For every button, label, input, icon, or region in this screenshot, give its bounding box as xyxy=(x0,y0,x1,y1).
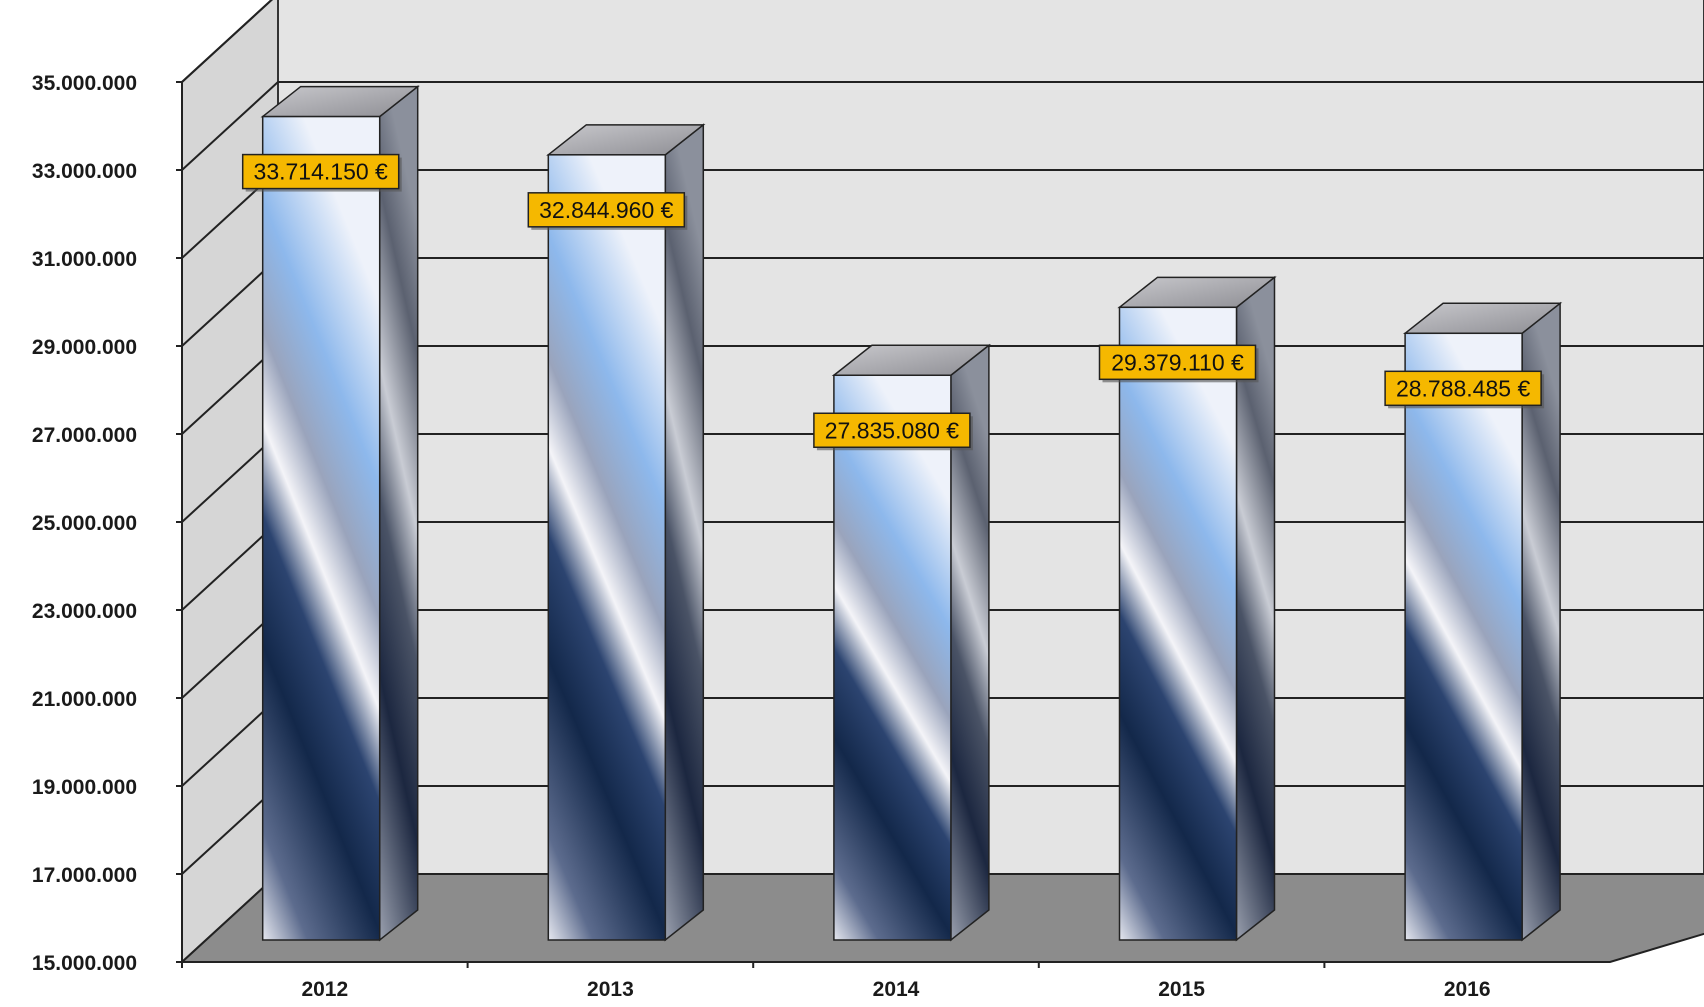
x-axis: 2012 2013 2014 2015 2016 xyxy=(181,961,1610,1001)
data-label-box xyxy=(241,153,400,190)
x-tick-label: 2014 xyxy=(873,978,920,1001)
bars xyxy=(260,85,1563,942)
y-tick-label: 23.000.000 xyxy=(32,600,137,623)
bar xyxy=(1404,332,1523,941)
bar xyxy=(1118,306,1238,941)
y-axis: 15.000.000 17.000.000 19.000.000 21.000.000… xyxy=(32,72,183,975)
data-label-box xyxy=(1098,344,1257,381)
data-label-box xyxy=(1384,370,1542,407)
y-tick-label: 19.000.000 xyxy=(32,776,137,799)
x-tick-label: 2016 xyxy=(1444,978,1491,1001)
x-tick-label: 2015 xyxy=(1158,978,1205,1001)
gridline-side xyxy=(181,81,279,171)
data-label-box xyxy=(527,192,686,228)
y-tick-label: 29.000.000 xyxy=(32,336,137,359)
data-label: 33.714.150 € xyxy=(254,159,389,185)
data-label-box xyxy=(813,412,971,449)
data-label: 32.844.960 € xyxy=(539,197,674,223)
y-tick-label: 25.000.000 xyxy=(32,512,137,535)
y-tick-label: 27.000.000 xyxy=(32,424,137,447)
bar xyxy=(547,154,667,941)
bar xyxy=(833,374,952,941)
data-label: 28.788.485 € xyxy=(1396,375,1531,401)
gridline-side xyxy=(181,0,273,83)
data-labels: 33.714.150 € 32.844.960 € 27.835.080 € 29.3… xyxy=(241,153,1545,451)
y-tick-label: 17.000.000 xyxy=(32,864,137,887)
y-tick-label: 15.000.000 xyxy=(32,952,137,975)
bar-side xyxy=(378,85,419,942)
y-tick-label: 35.000.000 xyxy=(32,72,137,95)
data-label: 27.835.080 € xyxy=(825,417,960,443)
x-tick-label: 2012 xyxy=(301,978,348,1001)
data-label: 29.379.110 € xyxy=(1111,349,1244,375)
x-tick-label: 2013 xyxy=(587,978,634,1001)
y-tick-label: 21.000.000 xyxy=(32,688,137,711)
y-tick-label: 31.000.000 xyxy=(32,248,137,271)
bar-side xyxy=(664,123,705,942)
bar xyxy=(261,115,381,941)
y-tick-label: 33.000.000 xyxy=(32,160,137,183)
